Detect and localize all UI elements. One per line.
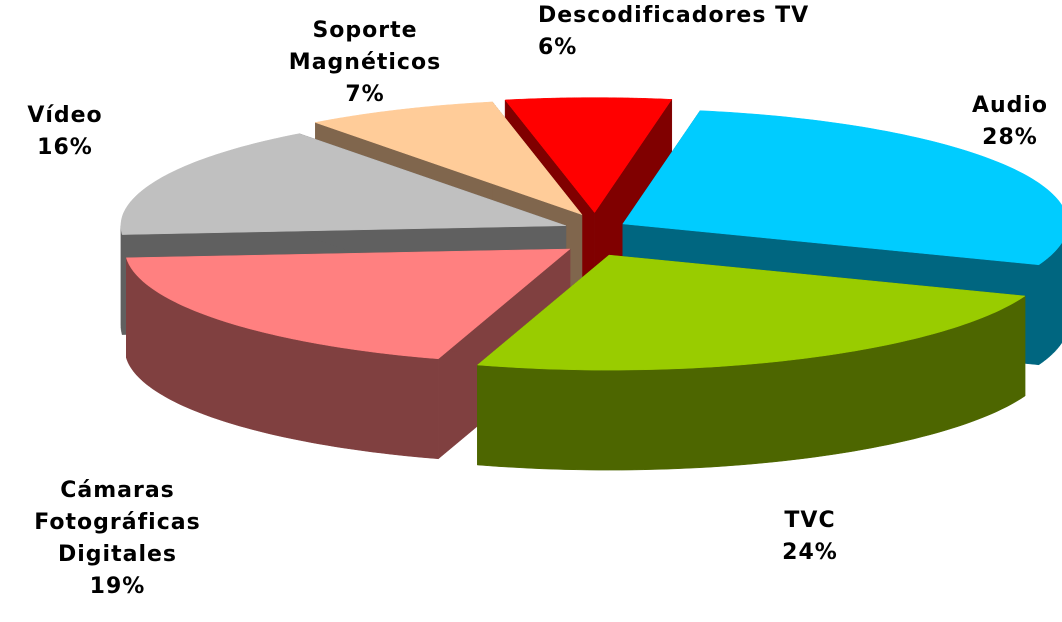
slice xyxy=(504,97,673,214)
category-name: TVC xyxy=(784,508,836,533)
slice-label: Descodificadores TV 6% xyxy=(538,0,818,64)
slice-label: Soporte Magnéticos 7% xyxy=(270,15,460,111)
category-name: Soporte Magnéticos xyxy=(288,18,442,75)
slice xyxy=(314,101,583,216)
category-name: Vídeo xyxy=(27,103,103,128)
value-label: 6% xyxy=(538,35,578,60)
value-label: 16% xyxy=(37,135,93,160)
category-name: Audio xyxy=(971,93,1049,118)
slice-label: Vídeo 16% xyxy=(10,100,120,164)
value-label: 19% xyxy=(89,574,146,599)
value-label: 7% xyxy=(345,82,385,107)
slice-label: TVC 24% xyxy=(740,505,880,569)
slice xyxy=(125,248,571,360)
slice-side xyxy=(120,225,123,335)
slice xyxy=(622,110,1062,266)
value-label: 24% xyxy=(782,540,838,565)
category-name: Cámaras Fotográficas Digitales xyxy=(34,478,201,567)
category-name: Descodificadores TV xyxy=(538,3,810,28)
slice xyxy=(120,133,566,235)
slice-label: Cámaras Fotográficas Digitales 19% xyxy=(10,475,225,603)
slice xyxy=(476,254,1026,371)
value-label: 28% xyxy=(982,125,1038,150)
slice-side xyxy=(1038,241,1062,366)
slice-label: Audio 28% xyxy=(950,90,1062,154)
